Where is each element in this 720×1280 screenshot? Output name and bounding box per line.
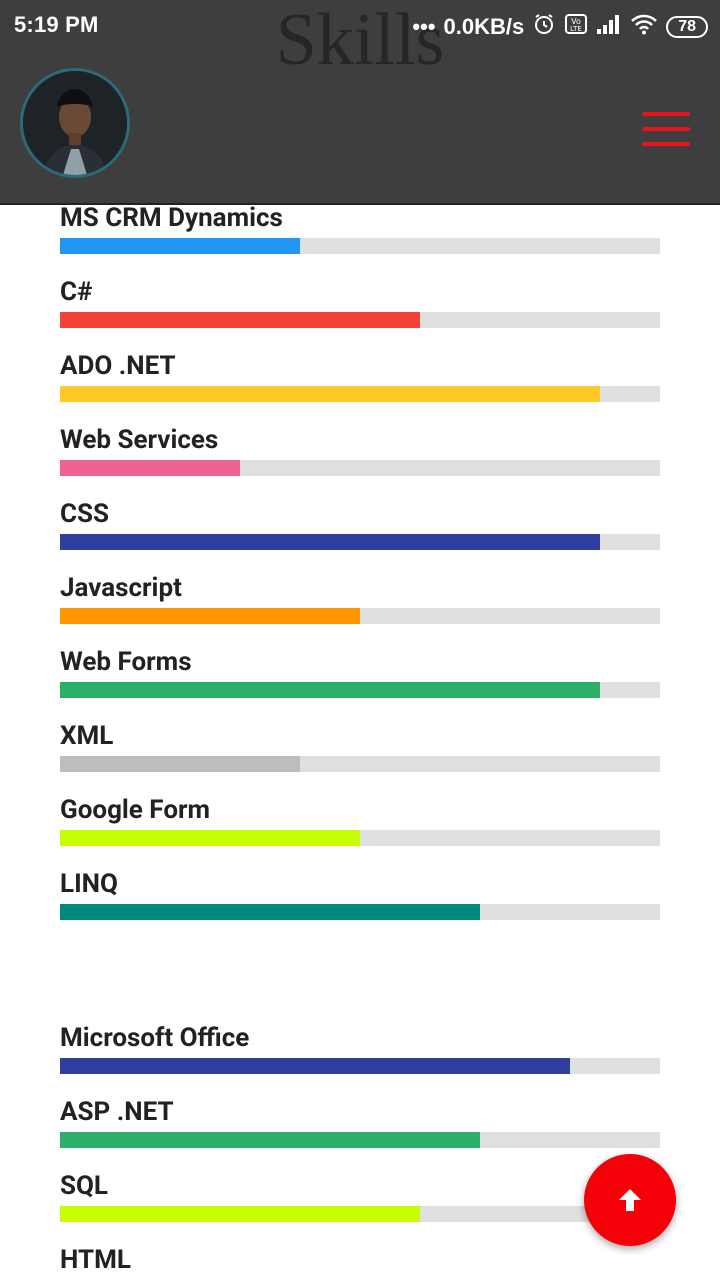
skill-label: HTML bbox=[60, 1245, 131, 1275]
skill-label: SQL bbox=[60, 1171, 109, 1201]
dots-icon: ••• bbox=[412, 14, 436, 39]
skill-progress-track bbox=[60, 608, 660, 624]
skill-progress-fill bbox=[60, 238, 300, 254]
skill-progress-fill bbox=[60, 1132, 480, 1148]
skill-progress-fill bbox=[60, 386, 600, 402]
wifi-icon bbox=[630, 13, 658, 41]
skill-label: LINQ bbox=[60, 869, 118, 899]
skill-progress-track bbox=[60, 386, 660, 402]
skill-label: Google Form bbox=[60, 795, 211, 825]
avatar[interactable] bbox=[20, 68, 130, 178]
status-icons: ••• 0.0KB/s Vo LTE 78 bbox=[412, 12, 708, 42]
skill-progress-track bbox=[60, 1132, 660, 1148]
skill-progress-track bbox=[60, 682, 660, 698]
skill-progress-track bbox=[60, 534, 660, 550]
alarm-icon bbox=[532, 12, 556, 42]
volte-icon: Vo LTE bbox=[564, 12, 588, 42]
skill-progress-track bbox=[60, 1206, 660, 1222]
skill-progress-fill bbox=[60, 904, 480, 920]
skill-label: Web Services bbox=[60, 425, 219, 455]
skill-progress-track bbox=[60, 830, 660, 846]
arrow-up-icon bbox=[619, 1189, 641, 1211]
hamburger-menu-icon[interactable] bbox=[642, 112, 690, 146]
skill-progress-track bbox=[60, 756, 660, 772]
skill-progress-fill bbox=[60, 460, 240, 476]
battery-icon: 78 bbox=[666, 16, 708, 38]
skill-progress-track bbox=[60, 1058, 660, 1074]
network-speed: 0.0KB/s bbox=[443, 14, 525, 39]
skill-label: ADO .NET bbox=[60, 351, 176, 381]
skill-progress-track bbox=[60, 238, 660, 254]
skill-progress-fill bbox=[60, 608, 360, 624]
app-header: Skills bbox=[0, 0, 720, 205]
skill-progress-fill bbox=[60, 1058, 570, 1074]
skill-label: Microsoft Office bbox=[60, 1023, 250, 1053]
signal-icon bbox=[596, 13, 622, 41]
skill-label: MS CRM Dynamics bbox=[60, 203, 283, 233]
skill-label: Javascript bbox=[60, 573, 182, 603]
svg-text:Vo: Vo bbox=[571, 17, 581, 26]
skill-label: Web Forms bbox=[60, 647, 192, 677]
profile-photo-icon bbox=[23, 71, 127, 175]
skill-progress-fill bbox=[60, 756, 300, 772]
skill-progress-fill bbox=[60, 682, 600, 698]
skill-label: ASP .NET bbox=[60, 1097, 174, 1127]
svg-text:LTE: LTE bbox=[570, 25, 582, 33]
skill-progress-fill bbox=[60, 534, 600, 550]
skill-progress-track bbox=[60, 904, 660, 920]
skill-progress-fill bbox=[60, 1206, 420, 1222]
skill-progress-fill bbox=[60, 830, 360, 846]
skill-progress-track bbox=[60, 460, 660, 476]
scroll-to-top-button[interactable] bbox=[584, 1154, 676, 1246]
status-time: 5:19 PM bbox=[14, 12, 99, 37]
skill-progress-fill bbox=[60, 312, 420, 328]
skill-label: XML bbox=[60, 721, 114, 751]
skill-label: CSS bbox=[60, 499, 110, 529]
skill-progress-track bbox=[60, 312, 660, 328]
page-title: Skills bbox=[275, 10, 445, 72]
skill-label: C# bbox=[60, 277, 93, 307]
status-bar: 5:19 PM ••• 0.0KB/s Vo LTE 78 bbox=[0, 0, 720, 52]
